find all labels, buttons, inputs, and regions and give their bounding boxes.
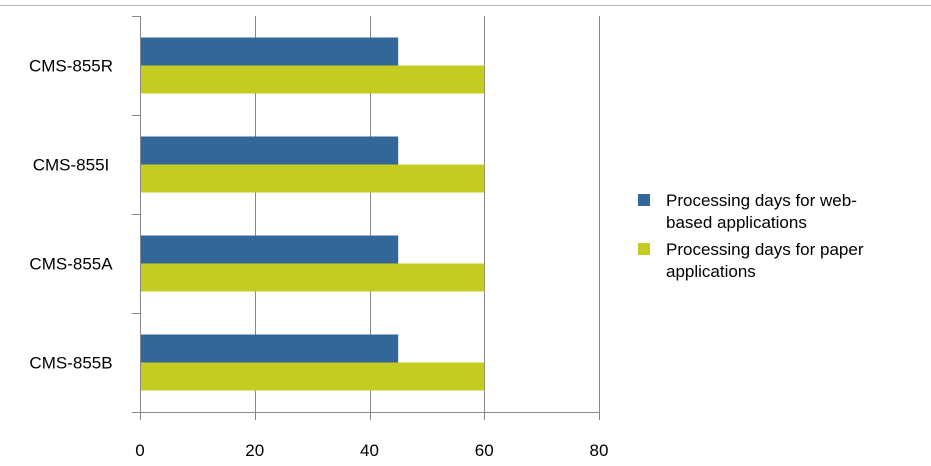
bar-cms-855a-series-1 [140,235,399,264]
bar-cms-855r-series-2 [140,65,485,94]
bar-cms-855a-series-2 [140,263,485,292]
legend-entry-series-2: Processing days for paper applications [666,240,864,281]
labels: 0 20 40 60 80 CMS-855R CMS-855I CMS-855A CMS-855… [29,57,609,461]
x-tick-label-80: 80 [590,441,609,460]
legend-entry-series-1: Processing days for web-based applicatio… [666,191,857,232]
y-category-label: CMS-855I [33,156,110,175]
legend: Processing days for web-based applicatio… [638,191,864,281]
x-tick-label-60: 60 [475,441,494,460]
legend-swatch-series-2 [638,243,650,255]
legend-swatch-series-1 [638,194,650,206]
bars [140,37,485,391]
bar-cms-855i-series-1 [140,136,399,165]
bar-cms-855r-series-1 [140,37,399,66]
y-category-label: CMS-855R [29,57,113,76]
bar-cms-855i-series-2 [140,164,485,193]
x-tick-label-0: 0 [135,441,144,460]
bar-cms-855b-series-1 [140,334,399,363]
x-tick-label-40: 40 [360,441,379,460]
y-category-label: CMS-855B [29,354,112,373]
x-tick-label-20: 20 [245,441,264,460]
axes [132,16,600,420]
y-category-label: CMS-855A [29,255,113,274]
bar-cms-855b-series-2 [140,362,485,391]
